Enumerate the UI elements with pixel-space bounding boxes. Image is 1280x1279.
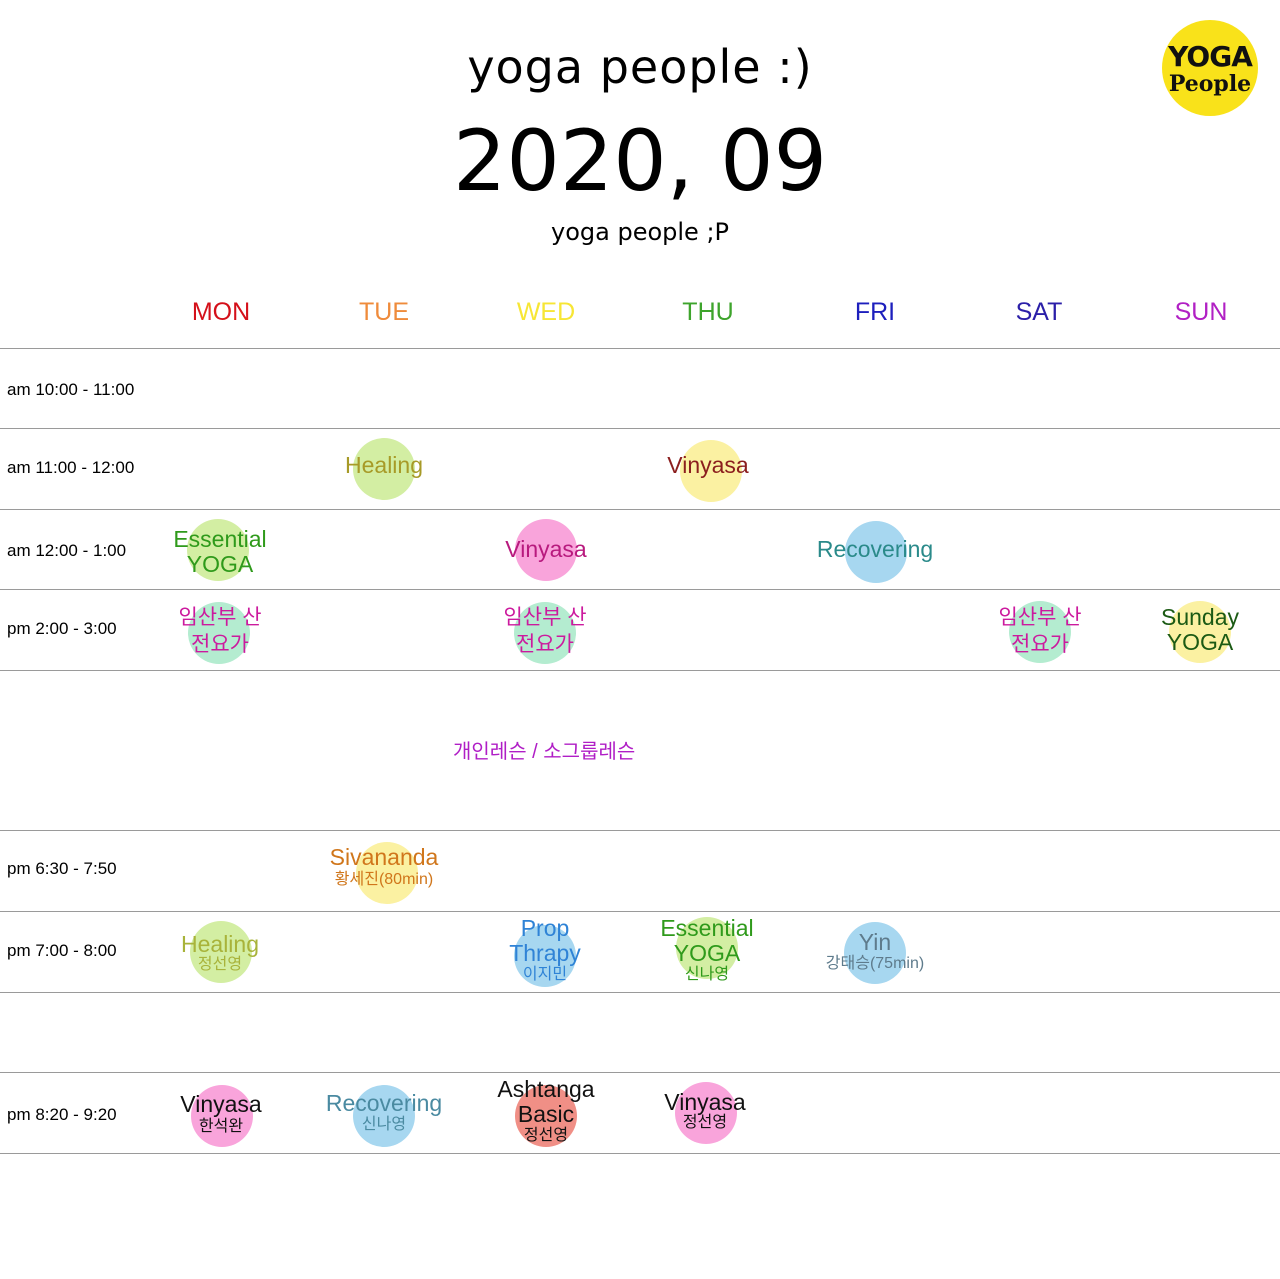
class-teacher: 이지민 xyxy=(522,966,568,983)
page-title: yoga people :) xyxy=(467,40,813,94)
class-name: Healing xyxy=(345,452,423,478)
time-slot-label: pm 8:20 - 9:20 xyxy=(7,1105,117,1124)
time-slot-label: am 11:00 - 12:00 xyxy=(7,458,135,477)
class-cell: Sivananda 황세진(80min) xyxy=(299,842,469,904)
class-dot xyxy=(680,440,742,502)
time-slot-label: am 12:00 - 1:00 xyxy=(7,541,127,560)
day-thu: THU xyxy=(682,298,734,326)
class-teacher: 정선영 xyxy=(523,1127,569,1144)
logo-line-2: People xyxy=(1168,71,1252,97)
class-name: 임산부 산전요가 xyxy=(503,606,587,656)
class-dot xyxy=(1009,601,1071,663)
class-cell: Recovering xyxy=(790,518,960,583)
class-dot xyxy=(515,1085,577,1147)
class-cell: 임산부 산전요가 xyxy=(955,600,1125,663)
day-mon: MON xyxy=(191,298,251,326)
class-dot xyxy=(514,602,576,664)
page-subtitle: yoga people ;P xyxy=(551,218,729,246)
class-name: Essential YOGA xyxy=(173,526,267,577)
class-dot xyxy=(353,1085,415,1147)
class-teacher: 황세진(80min) xyxy=(334,871,434,888)
row-divider xyxy=(0,348,1280,349)
class-name: Yin xyxy=(858,929,892,955)
class-dot xyxy=(676,917,738,979)
class-dot xyxy=(356,842,418,904)
month-heading: 2020, 09 xyxy=(452,112,828,210)
time-slot-label: am 10:00 - 11:00 xyxy=(7,380,135,399)
class-name: Sunday YOGA xyxy=(1160,604,1239,655)
logo-line-1: YOGA xyxy=(1168,40,1253,73)
class-dot xyxy=(187,519,249,581)
class-cell: Vinyasa xyxy=(623,437,793,502)
class-name: 임산부 산전요가 xyxy=(998,606,1082,656)
class-cell: Prop Thrapy 이지민 xyxy=(460,914,630,987)
class-name: Vinyasa xyxy=(664,1089,746,1115)
private-lesson-note: 개인레슨 / 소그룹레슨 xyxy=(453,741,636,763)
class-cell: Essential YOGA xyxy=(135,517,305,581)
class-dot xyxy=(353,438,415,500)
day-wed: WED xyxy=(516,298,576,326)
day-fri: FRI xyxy=(854,298,896,326)
day-sun: SUN xyxy=(1174,298,1228,326)
class-cell: Recovering 신나영 xyxy=(299,1083,469,1147)
class-cell: 임산부 산전요가 xyxy=(460,600,630,664)
time-slot-label: pm 6:30 - 7:50 xyxy=(7,859,117,878)
class-name: 임산부 산전요가 xyxy=(178,606,262,656)
class-dot xyxy=(188,602,250,664)
class-cell: Vinyasa 한석완 xyxy=(136,1083,306,1147)
time-slot-label: pm 2:00 - 3:00 xyxy=(7,619,117,638)
class-cell: Healing xyxy=(299,437,469,500)
class-name: Prop Thrapy xyxy=(509,915,581,966)
class-cell: Healing 정선영 xyxy=(135,920,305,983)
class-teacher: 정선영 xyxy=(682,1114,728,1131)
time-slot-label: pm 7:00 - 8:00 xyxy=(7,941,117,960)
class-dot xyxy=(1169,601,1231,663)
class-name: Vinyasa xyxy=(505,536,587,562)
class-name: Recovering xyxy=(325,1090,443,1116)
class-cell: Vinyasa 정선영 xyxy=(620,1082,790,1144)
day-tue: TUE xyxy=(359,298,409,326)
row-divider xyxy=(0,992,1280,993)
class-cell: Essential YOGA 신나영 xyxy=(622,914,792,984)
class-name: Sivananda xyxy=(329,844,439,870)
class-cell: Yin 강태승(75min) xyxy=(790,922,960,984)
class-name: Recovering xyxy=(816,536,934,562)
class-name: Vinyasa xyxy=(180,1091,262,1117)
class-teacher: 정선영 xyxy=(197,956,243,973)
class-teacher: 신나영 xyxy=(361,1116,407,1133)
class-cell: 임산부 산전요가 xyxy=(135,600,305,664)
row-divider xyxy=(0,911,1280,912)
row-divider xyxy=(0,1072,1280,1073)
yoga-people-logo: YOGA People xyxy=(1162,20,1258,116)
class-teacher: 한석완 xyxy=(198,1118,244,1135)
class-cell: Sunday YOGA xyxy=(1115,600,1280,663)
class-dot xyxy=(845,521,907,583)
class-cell: Vinyasa xyxy=(461,517,631,581)
class-dot xyxy=(514,925,576,987)
row-divider xyxy=(0,509,1280,510)
class-dot xyxy=(675,1082,737,1144)
class-cell: Ashtanga Basic 정선영 xyxy=(461,1076,631,1147)
class-teacher: 강태승(75min) xyxy=(825,955,925,972)
class-name: Vinyasa xyxy=(667,452,749,478)
class-name: Healing xyxy=(181,931,259,957)
row-divider xyxy=(0,428,1280,429)
class-dot xyxy=(844,922,906,984)
row-divider xyxy=(0,670,1280,671)
class-dot xyxy=(191,1085,253,1147)
row-divider xyxy=(0,1153,1280,1154)
row-divider xyxy=(0,589,1280,590)
class-dot xyxy=(515,519,577,581)
class-teacher: 신나영 xyxy=(684,966,730,983)
row-divider xyxy=(0,830,1280,831)
class-name: Essential YOGA xyxy=(660,915,754,966)
class-name: Ashtanga Basic xyxy=(497,1076,595,1127)
day-sat: SAT xyxy=(1015,298,1063,326)
class-dot xyxy=(190,921,252,983)
